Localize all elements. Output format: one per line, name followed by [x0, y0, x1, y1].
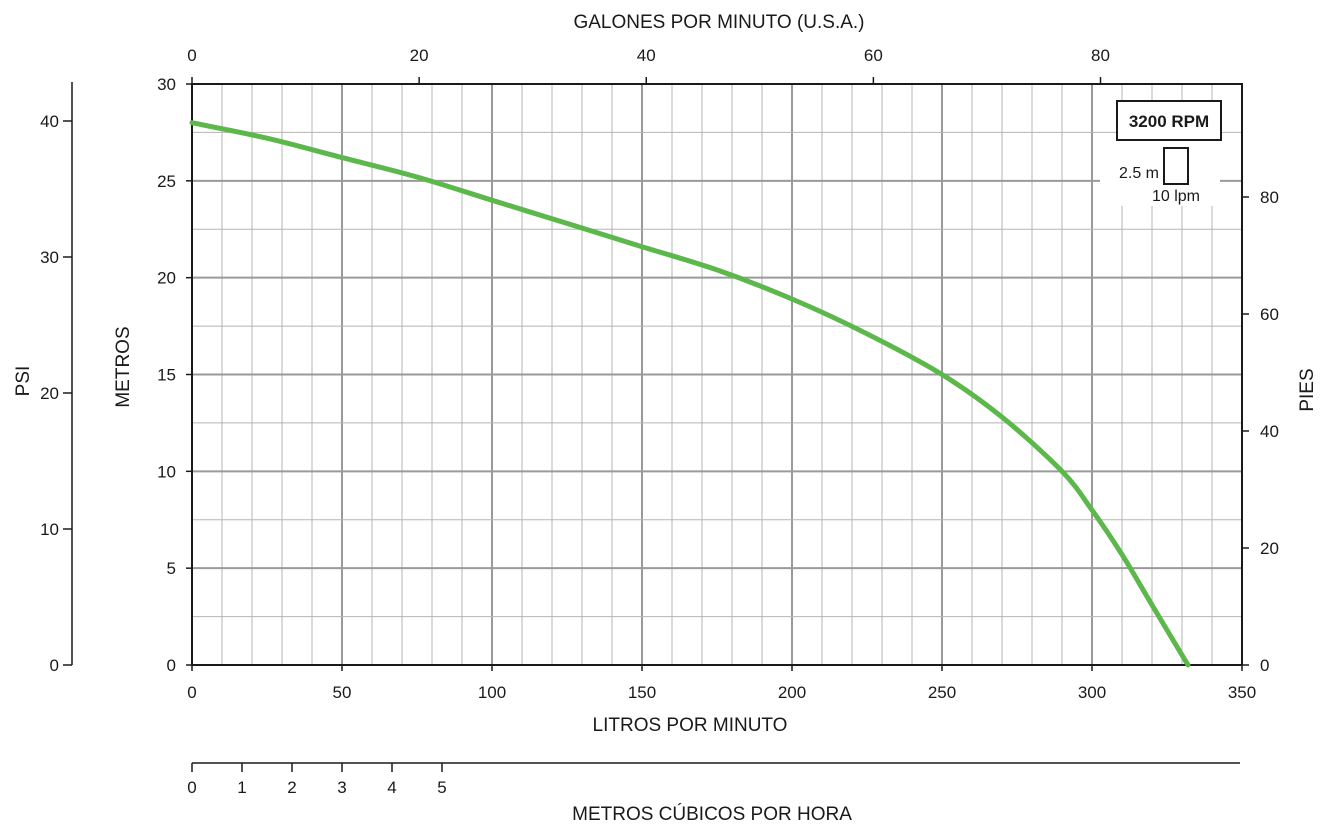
x-secondary-tick-label: 1: [237, 778, 246, 797]
chart-grid: [192, 84, 1242, 665]
legend-rpm-frame: [1116, 100, 1222, 141]
x-secondary-axis-title: METROS CÚBICOS POR HORA: [572, 803, 852, 825]
y-psi-axis-title: PSI: [13, 366, 34, 397]
y-left-axis-title: METROS: [113, 326, 134, 407]
x-top-tick-label: 40: [637, 46, 656, 65]
legend-rpm-label: 3200 RPM: [1129, 112, 1209, 131]
y-right-tick-label: 40: [1260, 422, 1279, 441]
performance-curve: [189, 120, 1191, 668]
x-bottom-tick-label: 350: [1228, 683, 1256, 702]
x-secondary-tick-label: 3: [337, 778, 346, 797]
legend-scale-y-label: 2.5 m: [1119, 165, 1159, 182]
y-psi-tick-label: 20: [40, 384, 59, 403]
y-right-tick-label: 0: [1260, 656, 1269, 675]
y-left-tick-label: 20: [157, 269, 176, 288]
legend-background: [1100, 140, 1220, 206]
x-top-axis-title: GALONES POR MINUTO (U.S.A.): [573, 12, 864, 33]
x-bottom-tick-label: 250: [928, 683, 956, 702]
x-bottom-tick-label: 150: [628, 683, 656, 702]
x-top-tick-label: 80: [1091, 46, 1110, 65]
chart-series: [189, 120, 1191, 668]
y-psi-tick-label: 10: [40, 520, 59, 539]
y-right-tick-label: 80: [1260, 188, 1279, 207]
x-top-tick-label: 60: [864, 46, 883, 65]
x-secondary-tick-label: 4: [387, 778, 396, 797]
y-psi-tick-label: 30: [40, 248, 59, 267]
y-left-tick-label: 5: [167, 559, 176, 578]
x-bottom-axis-title: LITROS POR MINUTO: [593, 715, 788, 736]
y-psi-tick-label: 40: [40, 112, 59, 131]
x-secondary-tick-label: 0: [187, 778, 196, 797]
y-left-tick-label: 25: [157, 172, 176, 191]
x-secondary-tick-label: 2: [287, 778, 296, 797]
y-psi-tick-label: 0: [50, 656, 59, 675]
y-left-tick-label: 15: [157, 366, 176, 385]
y-right-tick-label: 20: [1260, 539, 1279, 558]
legend-scale-box: [1163, 147, 1189, 185]
x-secondary-tick-label: 5: [437, 778, 446, 797]
x-top-tick-label: 20: [410, 46, 429, 65]
y-left-tick-label: 30: [157, 75, 176, 94]
y-left-tick-label: 0: [167, 656, 176, 675]
x-top-tick-label: 0: [187, 46, 196, 65]
x-bottom-tick-label: 50: [333, 683, 352, 702]
y-right-axis-title: PIES: [1297, 368, 1318, 411]
x-bottom-tick-label: 300: [1078, 683, 1106, 702]
legend-box: 3200 RPM 2.5 m 10 lpm: [1100, 100, 1222, 206]
y-left-tick-label: 10: [157, 462, 176, 481]
x-bottom-tick-label: 0: [187, 683, 196, 702]
y-right-tick-label: 60: [1260, 305, 1279, 324]
x-bottom-tick-label: 200: [778, 683, 806, 702]
legend-scale-x-label: 10 lpm: [1152, 188, 1200, 205]
x-bottom-tick-label: 100: [478, 683, 506, 702]
